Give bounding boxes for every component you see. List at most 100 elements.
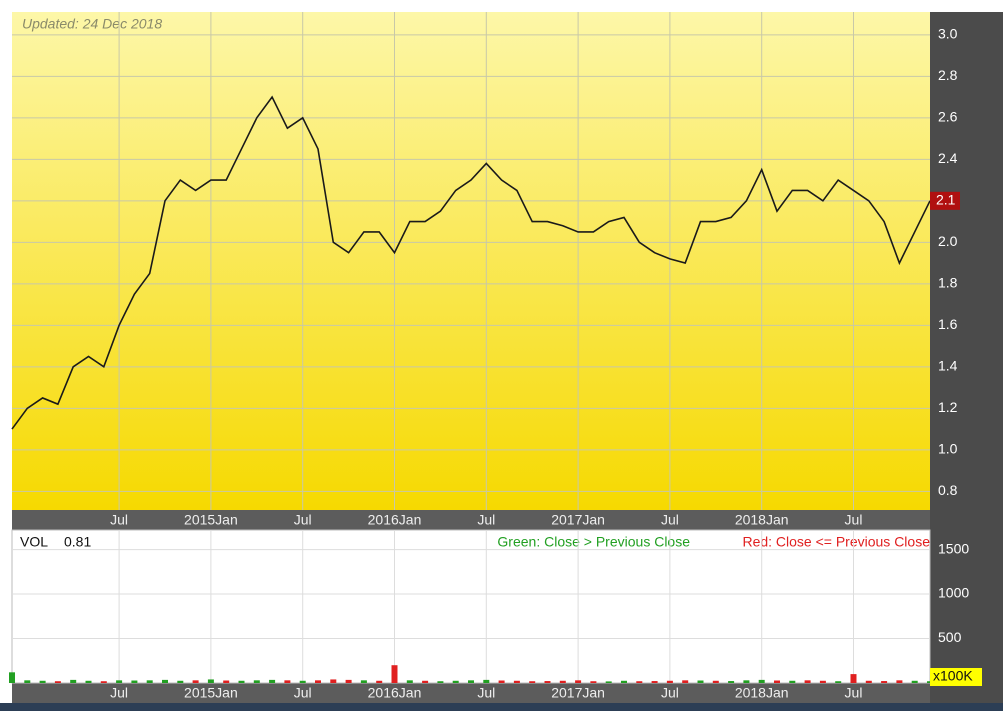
x-tick-label: 2017Jan (551, 512, 605, 528)
volume-bar (529, 681, 536, 683)
volume-bar (223, 680, 230, 683)
y-tick-label: 1.6 (938, 316, 958, 332)
y-tick-label: 500 (938, 629, 962, 645)
x-tick-label: Jul (845, 512, 863, 528)
volume-bar (70, 679, 77, 683)
y-tick-label: 1.0 (938, 441, 958, 457)
volume-bar (146, 680, 153, 683)
volume-bar (376, 680, 383, 683)
bottom-strip (0, 703, 1003, 711)
volume-bar (437, 681, 444, 683)
volume-bar (636, 681, 643, 683)
x-tick-label: 2015Jan (184, 512, 238, 528)
x-tick-label: Jul (110, 685, 128, 701)
x-tick-label: 2018Jan (735, 685, 789, 701)
price-line (11, 95, 931, 430)
volume-latest: 0.81 (64, 534, 91, 550)
x-tick-label: 2015Jan (184, 685, 238, 701)
volume-bar (544, 681, 551, 683)
volume-bar (712, 680, 719, 683)
volume-bar (360, 680, 367, 683)
y-tick-label: 2.6 (938, 109, 958, 125)
volume-bar (728, 681, 735, 683)
volume-bar (666, 680, 673, 683)
volume-bar (422, 680, 429, 683)
volume-bar (85, 680, 92, 683)
y-tick-label: 2.4 (938, 150, 958, 166)
x-tick-label: Jul (845, 685, 863, 701)
volume-bar (774, 680, 780, 683)
volume-bar (559, 680, 566, 683)
volume-bar (238, 680, 245, 683)
volume-bar (54, 681, 61, 683)
volume-bar (513, 680, 520, 683)
x-axis-band (12, 683, 930, 703)
volume-bar (192, 680, 199, 683)
volume-bar (116, 680, 123, 683)
volume-bar (483, 679, 490, 683)
y-tick-label: 1.4 (938, 358, 958, 374)
volume-bar (345, 679, 352, 683)
volume-bar (835, 681, 842, 683)
x-tick-label: Jul (661, 685, 679, 701)
volume-bar (9, 672, 15, 683)
volume-bar (850, 674, 857, 683)
volume-bar (911, 680, 918, 683)
volume-bar (284, 680, 291, 683)
volume-bar (575, 680, 582, 683)
volume-bar (651, 681, 658, 683)
x-tick-label: 2018Jan (735, 512, 789, 528)
x-tick-label: Jul (294, 512, 312, 528)
unit-box (930, 668, 982, 686)
y-tick-label: 1.2 (938, 399, 958, 415)
volume-bar (804, 680, 811, 683)
volume-bar (621, 680, 627, 683)
volume-bar (406, 680, 413, 683)
volume-bar (162, 679, 168, 683)
volume-bar (743, 680, 750, 683)
unit-label: x100K (933, 668, 973, 684)
volume-bar (207, 679, 214, 683)
y-tick-label: 3.0 (938, 26, 958, 42)
volume-bar (452, 680, 459, 683)
x-tick-label: Jul (477, 685, 495, 701)
y-tick-label: 2.0 (938, 233, 958, 249)
y-tick-label: 1500 (938, 540, 969, 556)
volume-bar (605, 681, 612, 683)
x-tick-label: Jul (110, 512, 128, 528)
volume-bar (24, 680, 31, 683)
price-panel (12, 12, 930, 510)
volume-bar (39, 680, 46, 683)
y-tick-label: 1000 (938, 585, 969, 601)
x-tick-label: 2016Jan (368, 685, 422, 701)
updated-note: Updated: 24 Dec 2018 (22, 16, 162, 32)
last-price-box (930, 191, 960, 210)
volume-bar (896, 680, 903, 683)
volume-bar (299, 680, 306, 683)
volume-bar (881, 681, 888, 683)
legend-down: Red: Close <= Previous Close (742, 534, 930, 550)
volume-bar (391, 665, 398, 683)
y-tick-label: 1.8 (938, 275, 958, 291)
volume-bar (315, 680, 321, 683)
volume-bar (330, 679, 337, 683)
volume-bar (177, 680, 184, 683)
volume-bar (865, 680, 872, 683)
legend-up: Green: Close > Previous Close (497, 534, 690, 550)
volume-bar (468, 680, 474, 683)
x-tick-label: Jul (661, 512, 679, 528)
volume-bar (100, 681, 107, 683)
volume-bar (498, 680, 505, 683)
volume-bar (269, 679, 276, 683)
x-axis-band (12, 510, 930, 530)
x-tick-label: Jul (294, 685, 312, 701)
volume-bar (758, 679, 765, 683)
right-axis (930, 12, 1003, 703)
x-tick-label: 2016Jan (368, 512, 422, 528)
volume-bar (697, 680, 704, 683)
last-price-label: 2.1 (936, 192, 956, 208)
x-tick-label: 2017Jan (551, 685, 605, 701)
volume-bar (819, 680, 826, 683)
volume-bar (131, 680, 138, 683)
